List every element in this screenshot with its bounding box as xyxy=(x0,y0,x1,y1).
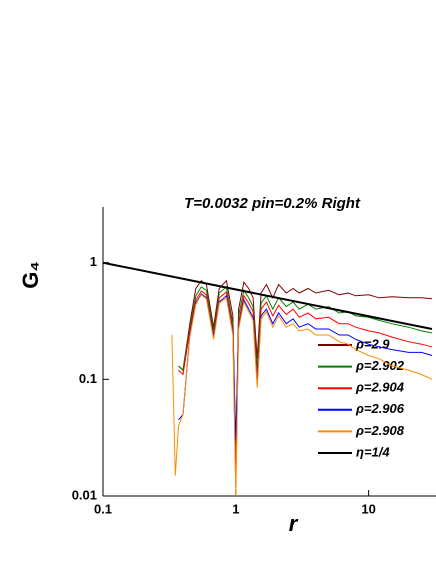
x-tick-label: 10 xyxy=(361,501,375,516)
series-line xyxy=(103,261,433,330)
x-tick-label: 0.1 xyxy=(94,501,112,516)
y-tick-label: 0.1 xyxy=(79,371,97,386)
y-tick-label: 1 xyxy=(90,254,97,269)
legend-label: ρ=2.906 xyxy=(355,401,405,416)
legend-label: ρ=2.908 xyxy=(355,423,405,438)
legend-label: ρ=2.904 xyxy=(355,380,405,395)
x-axis-label: r xyxy=(289,511,299,536)
legend-label: η=1/4 xyxy=(356,444,390,459)
y-axis-label: G₄ xyxy=(18,261,43,289)
y-tick-label: 0.01 xyxy=(72,487,97,502)
legend-label: ρ=2.902 xyxy=(355,358,405,373)
series-line xyxy=(171,294,433,497)
series-line xyxy=(178,279,433,461)
legend-label: ρ=2.9 xyxy=(355,336,390,351)
chart-title: T=0.0032 pin=0.2% Right xyxy=(184,195,361,212)
x-tick-label: 1 xyxy=(232,501,239,516)
